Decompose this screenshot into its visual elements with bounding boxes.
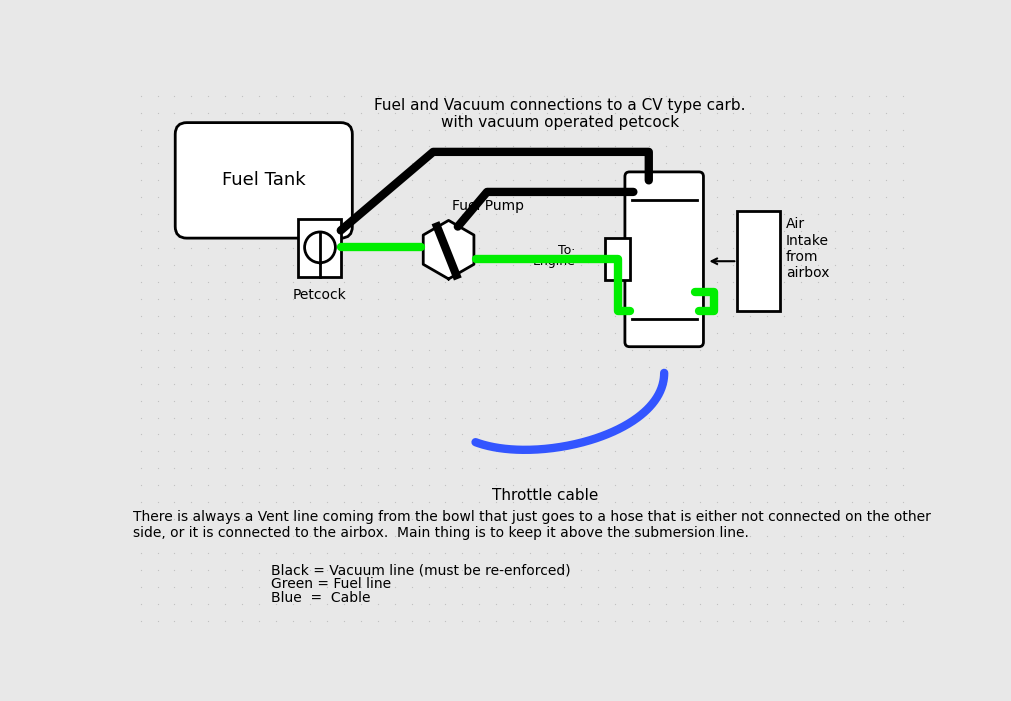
FancyBboxPatch shape (624, 172, 703, 347)
Text: Black = Vacuum line (must be re-enforced): Black = Vacuum line (must be re-enforced… (271, 563, 570, 577)
Text: Petcock: Petcock (292, 288, 346, 302)
Bar (298, 219, 341, 277)
Bar (605, 238, 629, 280)
FancyBboxPatch shape (175, 123, 352, 238)
Bar (737, 211, 778, 311)
Text: Blue  =  Cable: Blue = Cable (271, 591, 371, 605)
Text: Fuel Pump: Fuel Pump (452, 198, 524, 212)
Text: To·: To· (558, 244, 575, 257)
Text: Throttle cable: Throttle cable (491, 489, 598, 503)
Text: Engine: Engine (532, 255, 575, 268)
Circle shape (304, 232, 335, 263)
Polygon shape (423, 220, 473, 279)
Text: Fuel and Vacuum connections to a CV type carb.
with vacuum operated petcock: Fuel and Vacuum connections to a CV type… (374, 98, 745, 130)
Text: Fuel Tank: Fuel Tank (221, 171, 305, 189)
Text: Air
Intake
from
airbox: Air Intake from airbox (786, 217, 829, 280)
Text: There is always a Vent line coming from the bowl that just goes to a hose that i: There is always a Vent line coming from … (132, 510, 930, 540)
Text: Green = Fuel line: Green = Fuel line (271, 577, 391, 591)
